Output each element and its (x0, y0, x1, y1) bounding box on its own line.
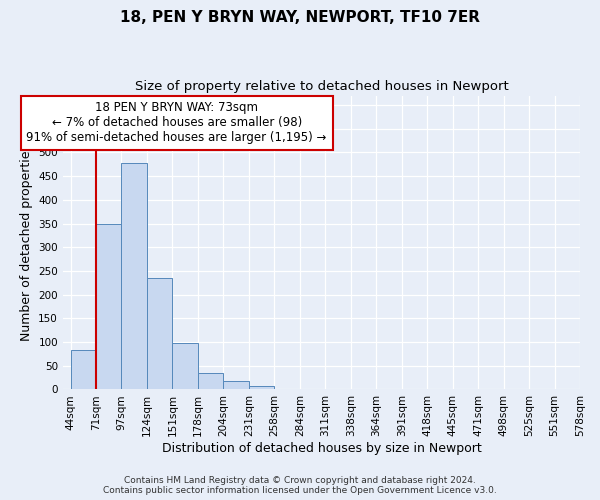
Text: 18 PEN Y BRYN WAY: 73sqm
← 7% of detached houses are smaller (98)
91% of semi-de: 18 PEN Y BRYN WAY: 73sqm ← 7% of detache… (26, 102, 327, 144)
Bar (554, 388, 580, 390)
Title: Size of property relative to detached houses in Newport: Size of property relative to detached ho… (134, 80, 508, 93)
Text: 18, PEN Y BRYN WAY, NEWPORT, TF10 7ER: 18, PEN Y BRYN WAY, NEWPORT, TF10 7ER (120, 10, 480, 25)
Bar (223, 381, 249, 390)
Bar (96, 224, 121, 390)
Y-axis label: Number of detached properties: Number of detached properties (20, 144, 33, 341)
Bar (147, 278, 172, 390)
Bar (71, 350, 96, 390)
Bar (198, 373, 223, 390)
Bar (121, 163, 147, 390)
Bar (172, 344, 198, 390)
Text: Contains HM Land Registry data © Crown copyright and database right 2024.
Contai: Contains HM Land Registry data © Crown c… (103, 476, 497, 495)
Bar (249, 386, 274, 390)
X-axis label: Distribution of detached houses by size in Newport: Distribution of detached houses by size … (161, 442, 481, 455)
Bar (274, 388, 300, 390)
